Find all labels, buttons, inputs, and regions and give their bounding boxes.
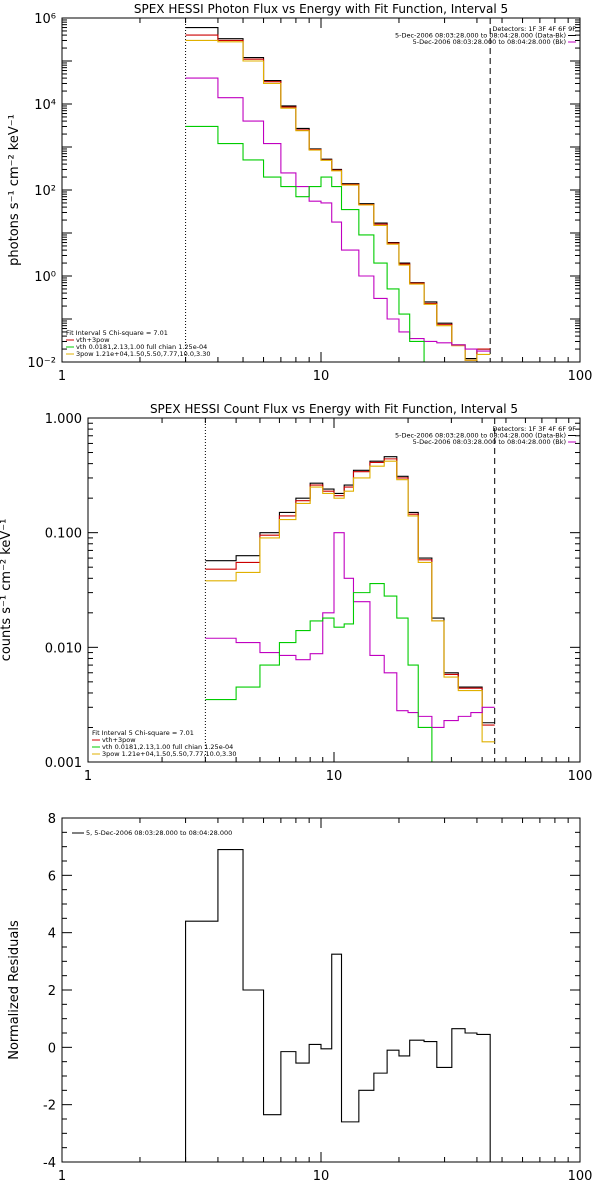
- x-tick-label: 1: [58, 369, 66, 384]
- plot-frame: [61, 17, 581, 363]
- y-tick-label: 6: [48, 869, 56, 884]
- y-axis-label: photons s⁻¹ cm⁻² keV⁻¹: [7, 114, 22, 266]
- y-tick-label: 0.100: [45, 527, 82, 542]
- panel-1: SPEX HESSI Photon Flux vs Energy with Fi…: [7, 2, 592, 384]
- series-line-vth-3pow: [205, 458, 495, 726]
- series-line-data-bk: [185, 26, 491, 360]
- x-tick-label: 10: [313, 1169, 330, 1184]
- y-tick-label: 10⁴: [34, 98, 56, 113]
- series-group: [205, 456, 495, 762]
- legend-entry: 5, 5-Dec-2006 08:03:28.000 to 08:04:28.0…: [86, 829, 232, 837]
- legend-entry: Detectors: 1F 3F 4F 6F 9F: [492, 425, 576, 433]
- series-group: [185, 848, 491, 1162]
- legend-entry: Fit Interval 5 Chi-square = 7.01: [66, 329, 168, 337]
- y-tick-label: -2: [43, 1099, 56, 1114]
- legend-entry: Fit Interval 5 Chi-square = 7.01: [92, 729, 194, 737]
- x-tick-label: 1: [58, 1169, 66, 1184]
- x-tick-label: 10: [326, 769, 343, 784]
- legend-entry: 3pow 1.21e+04,1.50,5.50,7.77,10.0,3.30: [102, 750, 237, 758]
- legend-entry: Detectors: 1F 3F 4F 6F 9F: [492, 25, 576, 33]
- x-tick-label: 100: [568, 769, 593, 784]
- y-tick-label: 10²: [34, 184, 56, 199]
- legend-entry: 5-Dec-2006 08:03:28.000 to 08:04:28.000 …: [413, 438, 566, 446]
- series-line-vth: [205, 582, 495, 762]
- series-group: [185, 26, 491, 362]
- legend-entry: vth+3pow: [76, 336, 110, 344]
- panel-3: 1 10 100 -4 -2 0 2 4 6 8 Normalized Residuals 5, 5-…: [7, 812, 592, 1184]
- y-tick-label: 0.001: [45, 756, 82, 771]
- legend-entry: vth 0.0181,2.13,1.00 full chian 1.25e-04: [76, 343, 207, 351]
- y-tick-label: 0: [48, 1041, 56, 1056]
- x-tick-label: 10: [313, 369, 330, 384]
- legend-entry: 5-Dec-2006 08:03:28.000 to 08:04:28.000 …: [413, 38, 566, 46]
- series-line-bk: [185, 77, 491, 352]
- y-tick-label: -4: [43, 1156, 56, 1171]
- chart-title: SPEX HESSI Photon Flux vs Energy with Fi…: [134, 2, 508, 16]
- x-tick-label: 1: [84, 769, 92, 784]
- y-tick-label: 1.000: [45, 412, 82, 427]
- series-line-bk: [205, 532, 495, 729]
- y-tick-label: 2: [48, 984, 56, 999]
- series-line-3pow: [185, 39, 491, 361]
- series-line-vth: [185, 125, 491, 362]
- plot-frame: [87, 417, 581, 763]
- legend-entry: 5-Dec-2006 08:03:28.000 to 08:04:28.000 …: [395, 32, 566, 40]
- plot-frame: [61, 817, 581, 1163]
- legend-entry: vth 0.0181,2.13,1.00 full chian 1.25e-04: [102, 743, 233, 751]
- y-tick-label: 4: [48, 927, 56, 942]
- panel-2: SPEX HESSI Count Flux vs Energy with Fit…: [0, 402, 592, 784]
- series-line-data-bk: [205, 456, 495, 724]
- series-line-vth-3pow: [185, 34, 491, 361]
- y-axis-label: counts s⁻¹ cm⁻² keV⁻¹: [0, 519, 14, 662]
- legend-entry: vth+3pow: [102, 736, 136, 744]
- y-axis-label: Normalized Residuals: [7, 920, 22, 1060]
- series-line-3pow: [205, 460, 495, 743]
- legend-entry: 3pow 1.21e+04,1.50,5.50,7.77,10.0,3.30: [76, 350, 211, 358]
- x-tick-label: 100: [568, 369, 593, 384]
- legend-entry: 5-Dec-2006 08:03:28.000 to 08:04:28.000 …: [395, 432, 566, 440]
- y-tick-label: 0.010: [45, 641, 82, 656]
- y-tick-label: 10⁶: [34, 12, 56, 27]
- y-tick-label: 8: [48, 812, 56, 827]
- y-tick-label: 10⁻²: [27, 356, 56, 371]
- series-line-5-5-dec-2006-08-03-28-000-to-08-04-28-000: [185, 848, 491, 1162]
- x-tick-label: 100: [568, 1169, 593, 1184]
- chart-title: SPEX HESSI Count Flux vs Energy with Fit…: [150, 402, 518, 416]
- y-tick-label: 10⁰: [34, 270, 56, 285]
